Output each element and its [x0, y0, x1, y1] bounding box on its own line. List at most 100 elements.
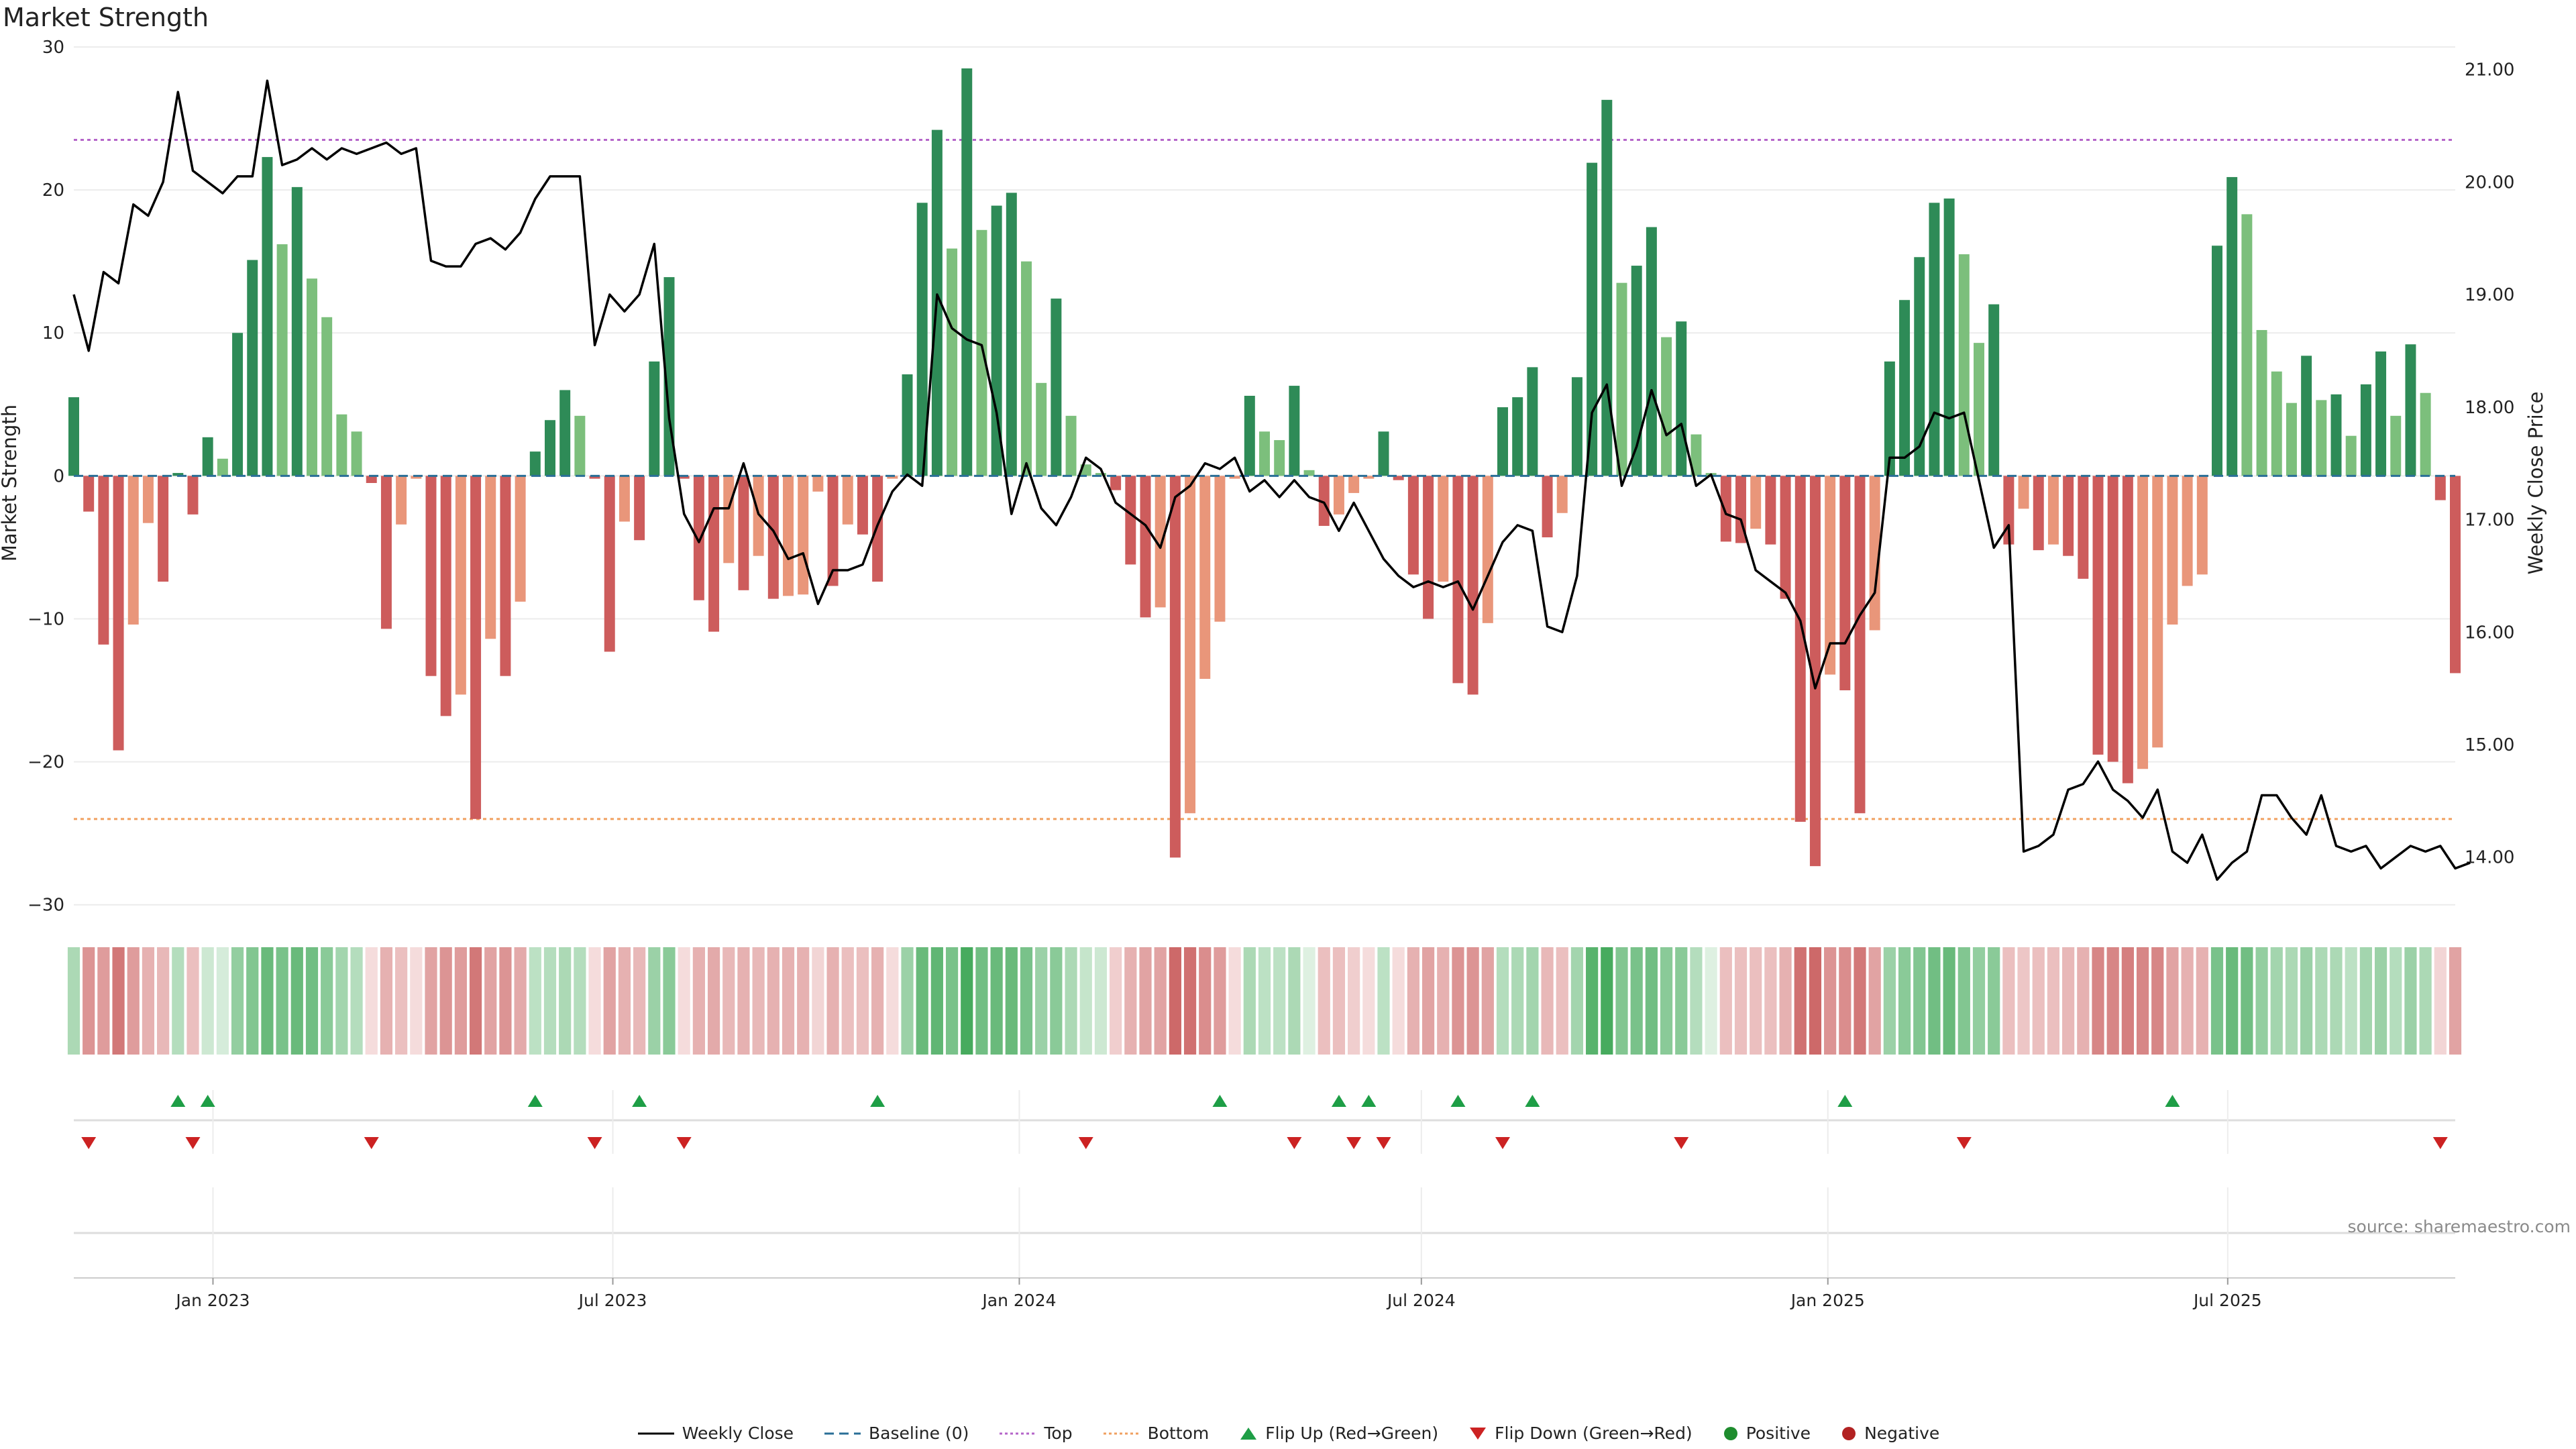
heat-cell [1154, 947, 1167, 1055]
strength-bar [1110, 476, 1122, 490]
x-tick-label: Jul 2024 [1386, 1291, 1456, 1310]
flip-up-marker [1837, 1095, 1853, 1107]
heat-cell [2047, 947, 2060, 1055]
strength-bar [307, 278, 317, 476]
heat-cell [1690, 947, 1703, 1055]
heat-cell [454, 947, 467, 1055]
strength-bar [485, 476, 496, 639]
heat-cell [514, 947, 527, 1055]
strength-bar [2450, 476, 2461, 674]
heat-cell [1392, 947, 1405, 1055]
heat-cell [2196, 947, 2208, 1055]
heat-cell [172, 947, 184, 1055]
strength-bar [1021, 261, 1032, 476]
heat-cell [395, 947, 408, 1055]
heat-cell [663, 947, 676, 1055]
heat-cell [425, 947, 437, 1055]
strength-bar [976, 229, 987, 476]
strength-bar [857, 476, 868, 535]
heat-cell [2092, 947, 2104, 1055]
strength-bar [1229, 476, 1240, 479]
heat-cell [2032, 947, 2045, 1055]
heat-cell [2434, 947, 2447, 1055]
heat-cell [1094, 947, 1108, 1055]
strength-bar [1051, 299, 1062, 476]
heat-cell [1868, 947, 1881, 1055]
strength-bar [336, 414, 347, 476]
strength-bar [1482, 476, 1493, 623]
strength-bar [2390, 415, 2402, 476]
heat-cell [261, 947, 274, 1055]
heat-cell [1407, 947, 1419, 1055]
strength-bar [2033, 476, 2044, 551]
strength-bar [291, 186, 303, 476]
heat-cell [2330, 947, 2343, 1055]
heat-cell [1065, 947, 1077, 1055]
heat-cell [127, 947, 140, 1055]
strength-bar [916, 203, 928, 476]
heat-cell [1972, 947, 1986, 1055]
strength-bar [1527, 367, 1538, 476]
y2-tick-label: 20.00 [2465, 172, 2514, 193]
y2-tick-label: 21.00 [2465, 60, 2514, 80]
heat-cell [826, 947, 839, 1055]
heat-cell [574, 947, 586, 1055]
heat-cell [410, 947, 423, 1055]
y2-tick-label: 15.00 [2465, 735, 2514, 755]
strength-bar [2196, 476, 2208, 575]
strength-bar [247, 260, 258, 476]
heat-cell [782, 947, 795, 1055]
strength-bar [1631, 266, 1642, 476]
flip-down-marker [1287, 1137, 1302, 1149]
heat-cell [1586, 947, 1599, 1055]
strength-bar [232, 333, 244, 476]
strength-bar [1289, 386, 1300, 476]
heat-cell [1466, 947, 1479, 1055]
heat-cell [1883, 947, 1896, 1055]
strength-bar [411, 476, 422, 479]
strength-bar [529, 451, 541, 476]
strength-bar [1601, 99, 1613, 476]
weekly-close-line [72, 79, 2471, 881]
heat-cell [856, 947, 869, 1055]
strength-bar [1974, 343, 1984, 476]
strength-bar [1899, 300, 1911, 476]
triangle-down-icon [1470, 1427, 1487, 1440]
heat-cell [2017, 947, 2030, 1055]
heat-cell [365, 947, 378, 1055]
heat-cell [1630, 947, 1643, 1055]
heat-cell [484, 947, 497, 1055]
strength-bar [1423, 476, 1434, 619]
strength-bar [1155, 476, 1166, 608]
strength-bar [2092, 476, 2104, 755]
strength-bar [1303, 470, 1315, 476]
strength-bar [1765, 476, 1776, 545]
dashed-line-icon [824, 1432, 861, 1434]
strength-bar [2345, 435, 2357, 476]
heat-cell [543, 947, 557, 1055]
strength-bar [1884, 361, 1895, 476]
heat-cell [930, 947, 943, 1055]
strength-bar [2107, 476, 2118, 762]
heat-cell [2077, 947, 2090, 1055]
strength-bar [708, 476, 720, 632]
strength-bar [1452, 476, 1464, 684]
strength-bar [1809, 476, 1821, 867]
heat-cell [2136, 947, 2149, 1055]
strength-bar [1333, 476, 1344, 515]
heat-cell [2285, 947, 2298, 1055]
heat-cell [1645, 947, 1658, 1055]
heat-cell [1258, 947, 1271, 1055]
heat-cell [618, 947, 631, 1055]
strength-bar [842, 476, 853, 525]
strength-bar [2405, 344, 2416, 476]
heat-cell [1079, 947, 1092, 1055]
heat-cell [2449, 947, 2462, 1055]
heat-cell [1214, 947, 1226, 1055]
y-tick-label: 30 [42, 38, 64, 58]
strength-bar [753, 476, 764, 556]
strength-bar [663, 277, 675, 476]
heat-cell [871, 947, 884, 1055]
heat-cell [1169, 947, 1181, 1055]
